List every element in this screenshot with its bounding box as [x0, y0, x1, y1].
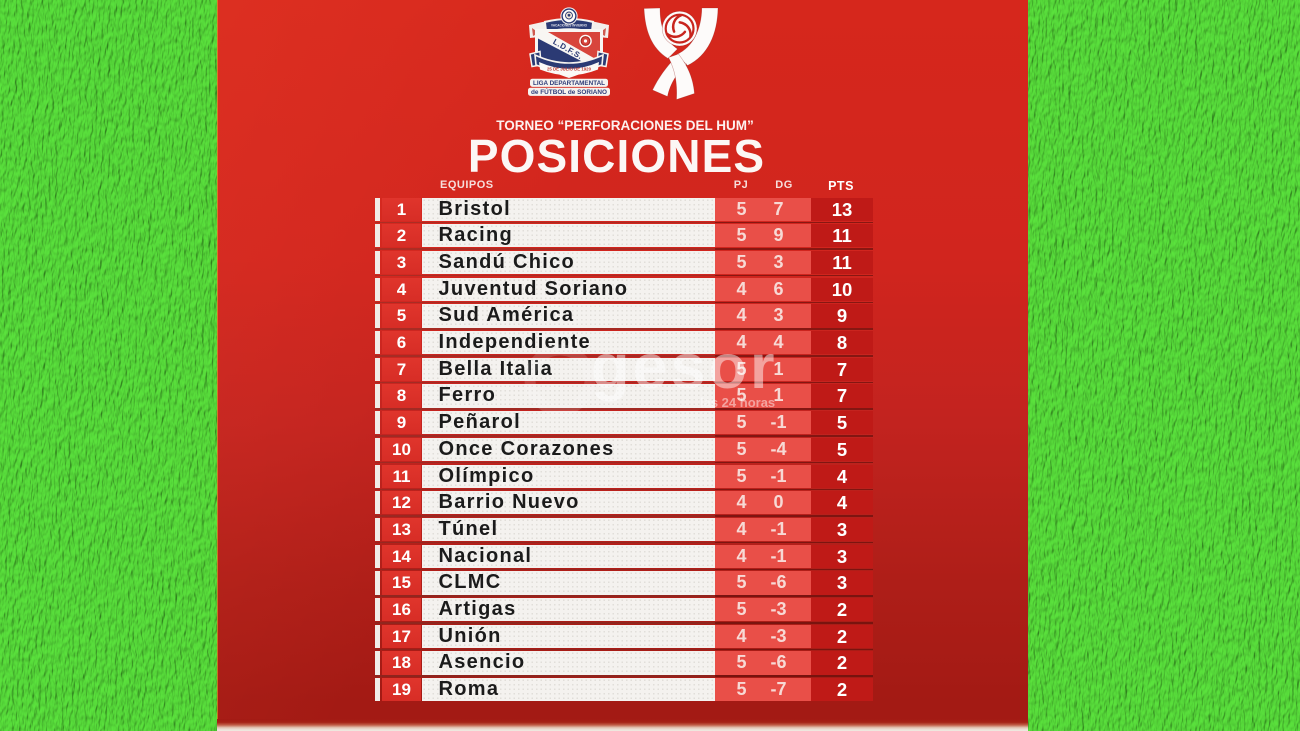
svg-text:VACACIONES INVIERNO: VACACIONES INVIERNO: [551, 24, 587, 28]
svg-text:de FÚTBOL de SORIANO: de FÚTBOL de SORIANO: [531, 89, 607, 96]
svg-text:25 DE JULIO DE 1920: 25 DE JULIO DE 1920: [547, 67, 592, 72]
svg-text:LIGA DEPARTAMENTAL: LIGA DEPARTAMENTAL: [533, 80, 605, 87]
